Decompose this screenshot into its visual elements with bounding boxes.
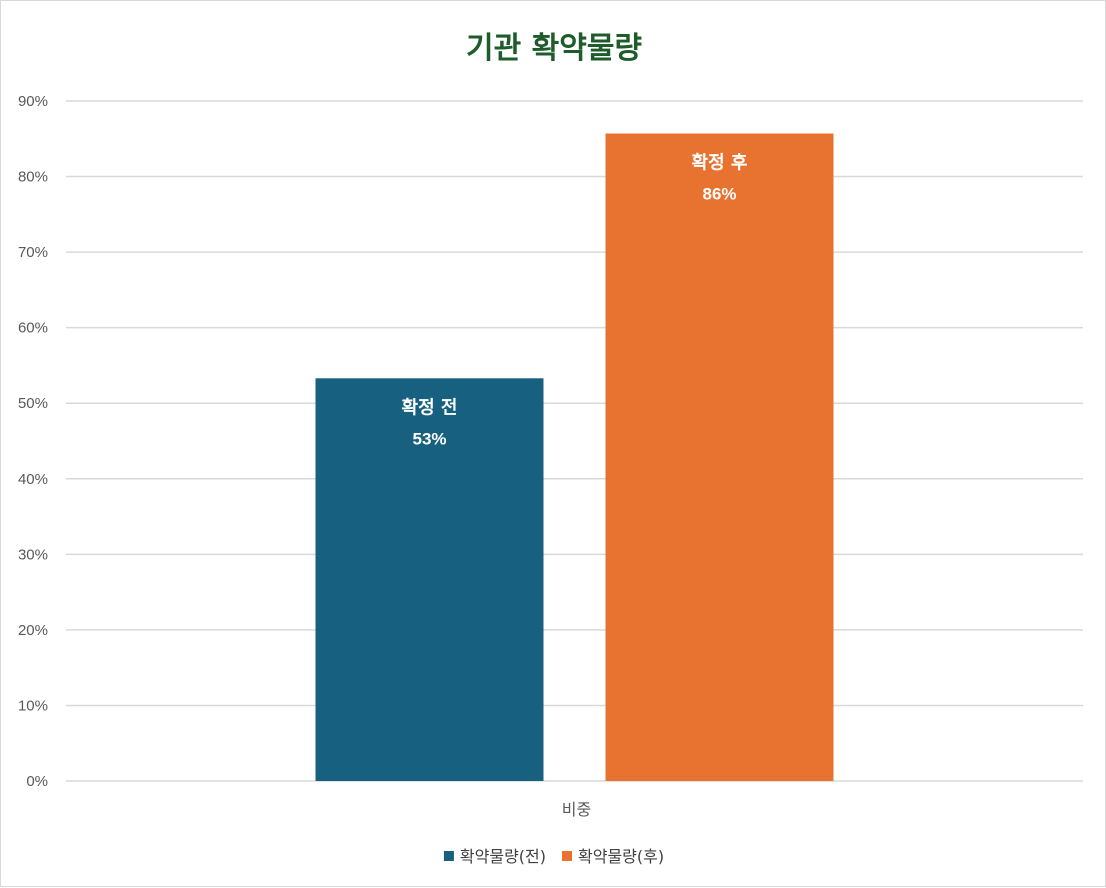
legend-swatch	[443, 851, 454, 861]
legend: 확약물량(전) 확약물량(후)	[443, 847, 664, 866]
bars: 확정 전 53% 확정 후 86%	[315, 133, 834, 781]
y-tick-label: 0%	[26, 773, 48, 790]
x-category-label: 비중	[562, 800, 591, 819]
y-tick-label: 40%	[18, 471, 48, 488]
bar-label: 확정 전	[402, 397, 458, 418]
legend-label: 확약물량(전)	[460, 847, 546, 866]
gridlines	[66, 100, 1083, 782]
y-tick-label: 70%	[18, 244, 48, 261]
y-tick-label: 10%	[18, 697, 48, 714]
y-tick-label: 50%	[18, 395, 48, 412]
x-axis-categories: 비중	[562, 800, 591, 819]
bar	[315, 378, 544, 781]
y-tick-label: 90%	[18, 93, 48, 110]
data-label: 53%	[412, 429, 446, 448]
y-tick-label: 20%	[18, 622, 48, 639]
legend-label: 확약물량(후)	[578, 847, 664, 866]
bar-label: 확정 후	[692, 152, 748, 173]
y-tick-label: 30%	[18, 546, 48, 563]
bar	[605, 133, 834, 781]
chart-title: 기관 확약물량	[466, 31, 642, 66]
y-tick-label: 80%	[18, 169, 48, 186]
y-axis-ticks: 0% 10% 20% 30% 40% 50% 60% 70% 80% 90%	[18, 93, 48, 790]
data-label: 86%	[702, 184, 736, 203]
y-tick-label: 60%	[18, 320, 48, 337]
legend-swatch	[562, 851, 572, 861]
